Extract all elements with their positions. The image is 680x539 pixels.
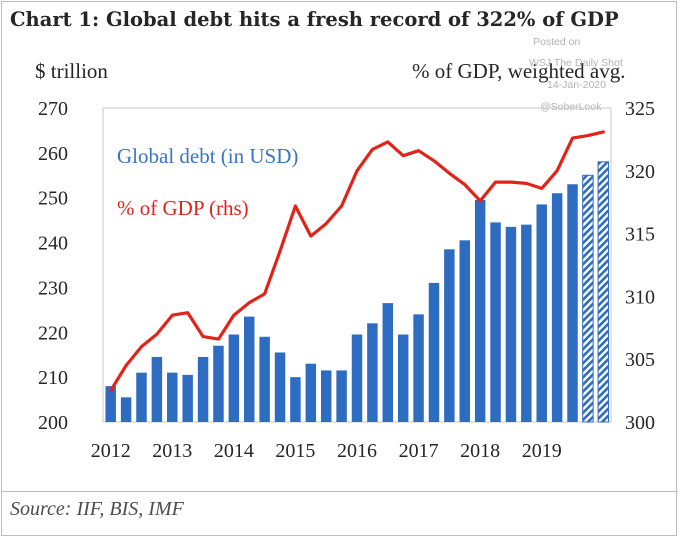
debt-bar bbox=[367, 323, 378, 422]
debt-bar bbox=[490, 222, 501, 422]
debt-bar bbox=[320, 370, 332, 422]
chart-title: Chart 1: Global debt hits a fresh record… bbox=[10, 8, 619, 31]
debt-bar bbox=[274, 352, 286, 422]
gdp-ratio-line bbox=[109, 130, 605, 393]
debt-bar bbox=[136, 372, 147, 422]
x-tick-label: 2013 bbox=[152, 440, 192, 462]
debt-bar-estimate bbox=[582, 174, 594, 423]
right-axis-ticks: 300 305 310 315 320 325 bbox=[625, 98, 655, 434]
divider bbox=[2, 491, 678, 492]
left-tick-label: 250 bbox=[38, 188, 68, 210]
left-tick-label: 200 bbox=[38, 412, 68, 434]
right-tick-label: 315 bbox=[625, 224, 655, 246]
x-tick-label: 2016 bbox=[337, 440, 377, 462]
left-tick-label: 270 bbox=[38, 98, 68, 120]
watermark-source: WSJ The Daily Shot bbox=[529, 57, 623, 69]
left-tick-label: 240 bbox=[38, 233, 68, 255]
left-tick-label: 210 bbox=[38, 367, 68, 389]
legend-gdp-ratio: % of GDP (rhs) bbox=[117, 196, 249, 220]
debt-bar bbox=[413, 314, 424, 422]
debt-bar bbox=[244, 316, 255, 422]
watermark-posted-on: Posted on bbox=[533, 36, 581, 48]
debt-bar bbox=[259, 336, 270, 422]
x-axis-labels: 2012 2013 2014 2015 2016 2017 2018 2019 bbox=[91, 440, 562, 462]
debt-bar bbox=[120, 397, 132, 422]
x-tick-label: 2019 bbox=[522, 440, 562, 462]
debt-bar bbox=[521, 224, 532, 422]
right-tick-label: 325 bbox=[625, 98, 655, 120]
debt-bar bbox=[336, 370, 347, 422]
debt-bar bbox=[182, 374, 193, 422]
left-tick-label: 220 bbox=[38, 322, 68, 344]
debt-chart: 200 210 220 230 240 250 260 270 300 305 310 315 320… bbox=[38, 98, 655, 462]
debt-bar bbox=[167, 372, 178, 422]
debt-bar bbox=[551, 193, 563, 422]
debt-bar bbox=[228, 334, 240, 422]
debt-bars bbox=[105, 161, 610, 423]
left-axis-ticks: 200 210 220 230 240 250 260 270 bbox=[38, 98, 68, 434]
debt-bar bbox=[213, 345, 224, 422]
debt-bar bbox=[382, 303, 394, 422]
debt-bar bbox=[290, 377, 301, 422]
x-tick-label: 2018 bbox=[460, 440, 500, 462]
watermark-date: 14-Jan-2020 bbox=[547, 79, 606, 91]
debt-bar bbox=[459, 240, 470, 422]
right-axis-unit: % of GDP, weighted avg. bbox=[412, 59, 626, 83]
left-tick-label: 260 bbox=[38, 143, 68, 165]
x-tick-label: 2015 bbox=[275, 440, 315, 462]
debt-bar bbox=[105, 386, 116, 422]
x-tick-label: 2014 bbox=[214, 440, 254, 462]
left-axis-unit: $ trillion bbox=[35, 59, 108, 83]
debt-bar bbox=[351, 334, 363, 422]
source-note: Source: IIF, BIS, IMF bbox=[10, 498, 184, 520]
debt-bar bbox=[428, 282, 440, 422]
debt-bar bbox=[197, 356, 209, 422]
right-tick-label: 300 bbox=[625, 412, 655, 434]
debt-bar-estimate bbox=[597, 161, 610, 423]
x-tick-label: 2017 bbox=[399, 440, 439, 462]
debt-bar bbox=[397, 334, 409, 422]
debt-bar bbox=[567, 184, 578, 422]
debt-bar bbox=[305, 363, 317, 422]
right-tick-label: 320 bbox=[625, 161, 655, 183]
left-tick-label: 230 bbox=[38, 277, 68, 299]
debt-bar bbox=[505, 226, 517, 422]
debt-bar bbox=[536, 204, 547, 422]
debt-bar bbox=[474, 199, 486, 422]
right-tick-label: 310 bbox=[625, 286, 655, 308]
x-tick-label: 2012 bbox=[91, 440, 131, 462]
debt-bar bbox=[151, 356, 163, 422]
right-tick-label: 305 bbox=[625, 349, 655, 371]
watermark-handle: @SoberLook bbox=[540, 101, 602, 113]
debt-bar bbox=[444, 249, 455, 422]
legend-global-debt: Global debt (in USD) bbox=[117, 144, 298, 168]
